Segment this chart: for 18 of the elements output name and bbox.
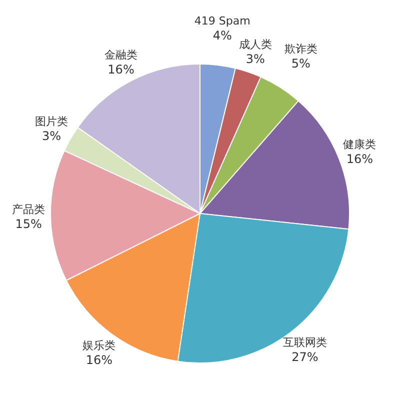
data-label: 16% xyxy=(346,152,373,166)
slice-label: 金融类 xyxy=(104,48,138,62)
slice-label: 欺诈类 xyxy=(284,42,318,56)
slice-label: 419 Spam xyxy=(194,14,250,28)
slice-label: 产品类 xyxy=(12,203,46,216)
data-label: 3% xyxy=(42,128,61,143)
slice-label: 图片类 xyxy=(34,114,68,128)
data-label: 5% xyxy=(291,56,310,70)
data-label: 16% xyxy=(86,353,113,368)
data-label: 16% xyxy=(108,62,134,76)
data-label: 15% xyxy=(15,217,42,232)
slice-label: 成人类 xyxy=(238,38,272,52)
data-label: 3% xyxy=(246,52,265,66)
slice-label: 健康类 xyxy=(343,138,376,151)
data-label: 4% xyxy=(212,28,232,42)
data-label: 27% xyxy=(292,350,318,364)
slice-label: 娱乐类 xyxy=(82,339,116,352)
slice-label: 互联网类 xyxy=(282,336,327,350)
